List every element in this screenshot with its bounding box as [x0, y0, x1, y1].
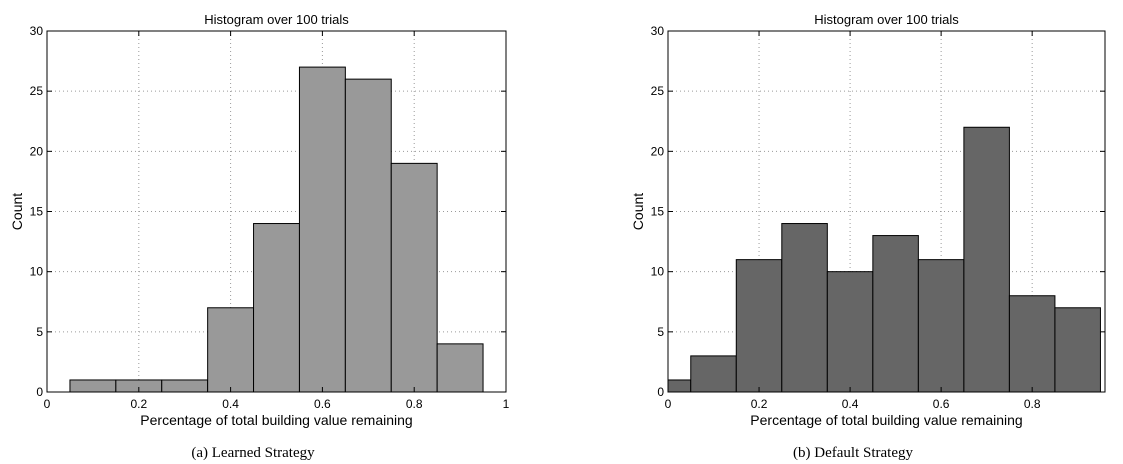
- histogram-bar-4: [826, 271, 874, 393]
- y-tick-label: 20: [651, 144, 665, 158]
- x-tick-label: 1: [503, 397, 510, 411]
- x-tick-label: 0.2: [751, 397, 768, 411]
- histogram-bar-8: [1008, 295, 1056, 393]
- histogram-bar-3: [781, 223, 828, 393]
- histogram-bar-6: [917, 259, 965, 393]
- histogram-bar-5: [298, 66, 346, 393]
- chart-title: Histogram over 100 trials: [814, 12, 959, 27]
- histogram-bar-2: [735, 259, 783, 393]
- y-tick-label: 30: [651, 24, 665, 38]
- x-tick-label: 0.6: [933, 397, 950, 411]
- y-tick-label: 30: [30, 24, 44, 38]
- y-axis-label: Count: [630, 193, 646, 230]
- y-tick-label: 10: [30, 265, 44, 279]
- y-tick-label: 20: [30, 144, 44, 158]
- x-tick-label: 0: [665, 397, 672, 411]
- figure-caption: (a) Learned Strategy: [191, 445, 315, 461]
- histogram-bar-8: [436, 343, 484, 393]
- histogram-bar-3: [207, 307, 255, 393]
- histogram-bar-2: [161, 379, 209, 393]
- chart-title: Histogram over 100 trials: [204, 12, 349, 27]
- y-tick-label: 25: [30, 84, 44, 98]
- histogram-bar-4: [253, 223, 300, 393]
- histogram-bar-7: [390, 162, 438, 393]
- x-tick-label: 0.2: [130, 397, 147, 411]
- histogram-bar-0: [667, 379, 692, 393]
- y-tick-label: 5: [36, 325, 43, 339]
- histogram-bar-7: [963, 126, 1010, 393]
- x-tick-label: 0.4: [842, 397, 859, 411]
- y-tick-label: 5: [657, 325, 664, 339]
- y-tick-label: 0: [36, 385, 43, 399]
- x-tick-label: 0.6: [314, 397, 331, 411]
- histogram-bar-1: [690, 355, 737, 393]
- y-tick-label: 0: [657, 385, 664, 399]
- histogram-bar-5: [872, 235, 919, 393]
- y-tick-label: 10: [651, 265, 665, 279]
- x-tick-label: 0.8: [1024, 397, 1041, 411]
- y-tick-label: 15: [30, 205, 44, 219]
- x-axis-label: Percentage of total building value remai…: [750, 412, 1022, 428]
- histogram-bar-0: [69, 379, 117, 393]
- y-axis-label: Count: [9, 193, 25, 230]
- x-tick-label: 0.8: [406, 397, 423, 411]
- figure-caption: (b) Default Strategy: [793, 445, 913, 461]
- histogram-bar-9: [1054, 307, 1101, 393]
- histogram-bar-6: [344, 78, 392, 393]
- y-tick-label: 25: [651, 84, 665, 98]
- default-strategy-panel: 0 0.2 0.4 0.6 0.8 0 5 10 15 20 25 30 Histogram over …: [630, 12, 1106, 461]
- x-axis-label: Percentage of total building value remai…: [140, 412, 412, 428]
- x-tick-label: 0.4: [222, 397, 239, 411]
- x-tick-label: 0: [44, 397, 51, 411]
- y-tick-label: 15: [651, 205, 665, 219]
